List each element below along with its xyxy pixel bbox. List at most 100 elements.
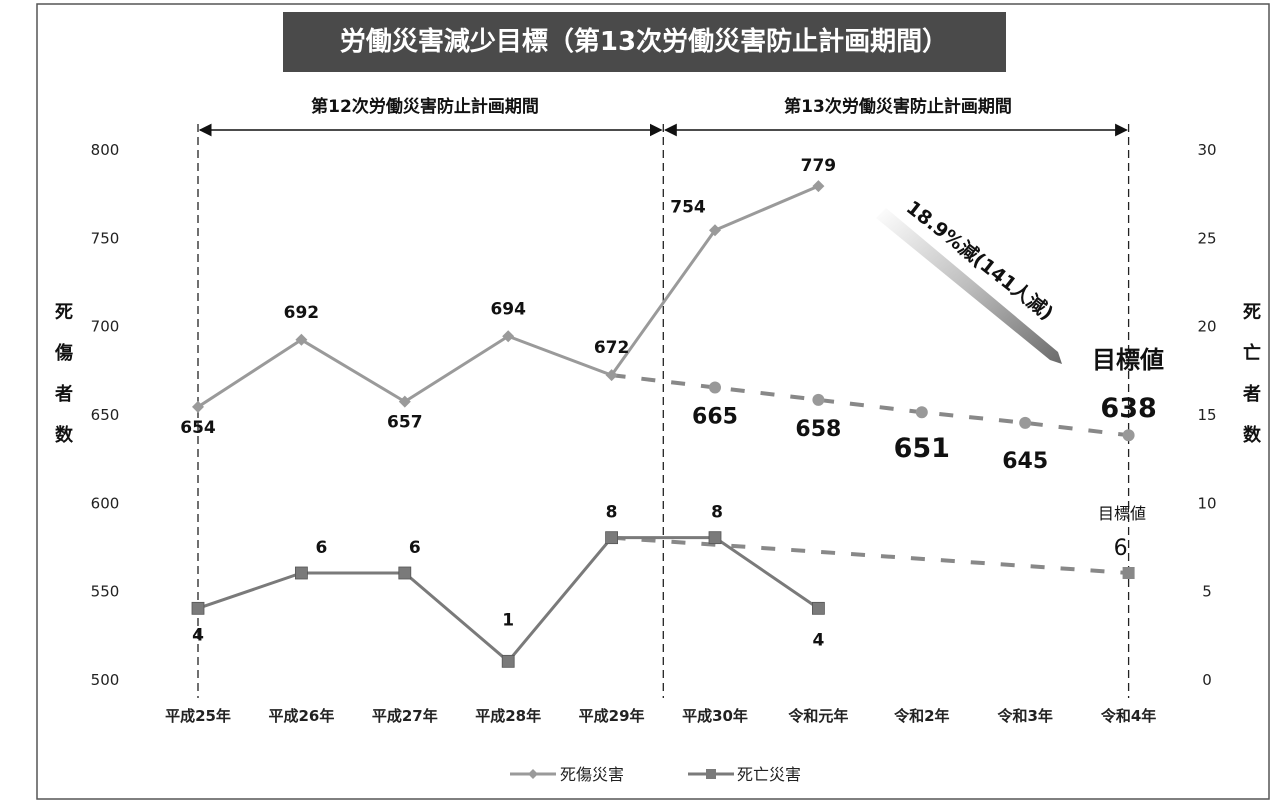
right-axis-title-char: 亡 <box>1243 342 1261 364</box>
right-axis-title-char: 数 <box>1243 424 1262 446</box>
left-axis-title-char: 死 <box>55 302 73 323</box>
left-axis-title-char: 者 <box>54 384 73 405</box>
injury-point <box>709 224 721 237</box>
right-tick-label: 5 <box>1202 583 1212 601</box>
injury-target-label: 目標値 <box>1092 346 1164 374</box>
left-tick-label: 750 <box>91 229 120 247</box>
left-tick-label: 600 <box>91 494 120 512</box>
x-tick-label: 令和2年 <box>894 707 949 725</box>
x-tick-label: 平成26年 <box>268 707 334 725</box>
injury-point <box>812 180 825 193</box>
x-tick-label: 令和元年 <box>788 707 848 725</box>
injury-target-label-value: 658 <box>795 417 841 442</box>
death-point <box>605 531 618 545</box>
injury-target-point <box>709 381 721 394</box>
left-axis-title-char: 数 <box>55 424 74 446</box>
right-axis-title-char: 者 <box>1242 384 1261 405</box>
left-tick-label: 550 <box>91 583 120 601</box>
series-line-right <box>197 536 820 664</box>
title-banner <box>283 12 1006 72</box>
plot-border <box>36 3 1270 800</box>
right-tick-label: 10 <box>1197 494 1216 512</box>
legend-injury-label: 死傷災害 <box>560 765 624 784</box>
injury-target-label-value: 651 <box>894 433 950 464</box>
series-lines <box>191 180 825 668</box>
death-point <box>708 531 722 545</box>
injury-target-point <box>812 393 825 406</box>
death-data-label: 6 <box>315 538 327 558</box>
left-axis-ticks: 500 550 600 650 700 750 800 <box>91 141 120 689</box>
injury-data-label: 657 <box>387 413 423 433</box>
right-tick-label: 25 <box>1197 229 1216 247</box>
x-tick-label: 平成29年 <box>579 707 645 725</box>
right-tick-label: 0 <box>1202 671 1212 689</box>
death-data-label: 8 <box>711 503 723 523</box>
data-labels: 654 692 657 694 672 754 779 4 6 6 1 8 8 4 <box>180 156 836 650</box>
injury-data-label: 779 <box>801 156 837 176</box>
reduction-annotation: 18.9%減(141人減) <box>902 196 1058 325</box>
injury-point <box>605 369 618 382</box>
death-point <box>294 566 308 580</box>
right-tick-label: 20 <box>1197 318 1216 336</box>
period-label-12: 第12次労働災害防止計画期間 <box>311 96 539 117</box>
death-target-label: 目標値 <box>1098 504 1146 523</box>
injury-target-label-value: 665 <box>692 405 738 430</box>
injury-data-label: 694 <box>490 299 526 319</box>
injury-point <box>398 395 411 408</box>
target-lines: 665 658 651 645 638 6 <box>611 373 1157 579</box>
injury-data-label: 654 <box>180 418 216 438</box>
series-line-left <box>197 184 819 409</box>
target-line-right <box>611 535 1129 575</box>
right-tick-label: 30 <box>1197 141 1216 159</box>
legend-injury-marker <box>528 769 538 779</box>
x-tick-label: 令和3年 <box>997 707 1052 725</box>
death-data-label: 6 <box>409 538 421 558</box>
chart-title: 労働災害減少目標（第13次労働災害防止計画期間） <box>340 26 948 57</box>
injury-target-point <box>915 406 928 419</box>
injury-point <box>295 333 308 346</box>
left-tick-label: 800 <box>91 141 120 159</box>
injury-point <box>502 330 515 343</box>
injury-target-point <box>1122 429 1135 442</box>
death-point <box>501 654 515 668</box>
injury-data-label: 692 <box>284 303 320 323</box>
death-point <box>812 601 825 615</box>
legend-death-marker <box>706 769 716 779</box>
right-axis-ticks: 0 5 10 15 20 25 30 <box>1197 141 1216 689</box>
death-data-label: 1 <box>502 610 514 630</box>
left-axis-title-char: 傷 <box>54 342 73 364</box>
injury-target-label-value: 638 <box>1100 393 1156 424</box>
legend-death-label: 死亡災害 <box>737 765 801 784</box>
period-brackets <box>197 123 1130 698</box>
left-tick-label: 650 <box>91 406 120 424</box>
x-tick-label: 令和4年 <box>1101 707 1156 725</box>
death-target-point <box>1122 567 1135 579</box>
x-tick-label: 平成25年 <box>165 707 231 725</box>
injury-target-point <box>1019 416 1032 429</box>
right-axis-title-char: 死 <box>1243 302 1261 323</box>
death-point <box>191 601 205 615</box>
reduction-arrow <box>876 208 1062 364</box>
injury-point <box>192 400 204 413</box>
x-axis-labels: 平成25年 平成26年 平成27年 平成28年 平成29年 平成30年 令和元年 令和2年 令和… <box>165 707 1156 725</box>
injury-target-label-value: 645 <box>1002 449 1048 474</box>
injury-data-label: 672 <box>594 338 630 358</box>
target-line-left <box>611 373 1129 438</box>
legend: 死傷災害 死亡災害 <box>510 765 801 784</box>
x-tick-label: 平成27年 <box>372 707 438 725</box>
x-tick-label: 平成30年 <box>682 707 748 725</box>
left-tick-label: 500 <box>91 671 120 689</box>
death-data-label: 4 <box>192 625 204 645</box>
x-tick-label: 平成28年 <box>475 707 541 725</box>
death-data-label: 8 <box>606 503 618 523</box>
right-tick-label: 15 <box>1197 406 1216 424</box>
left-tick-label: 700 <box>91 318 120 336</box>
death-target-value: 6 <box>1114 536 1128 561</box>
period-label-13: 第13次労働災害防止計画期間 <box>784 96 1012 117</box>
death-data-label: 4 <box>812 630 824 650</box>
death-point <box>398 566 412 580</box>
